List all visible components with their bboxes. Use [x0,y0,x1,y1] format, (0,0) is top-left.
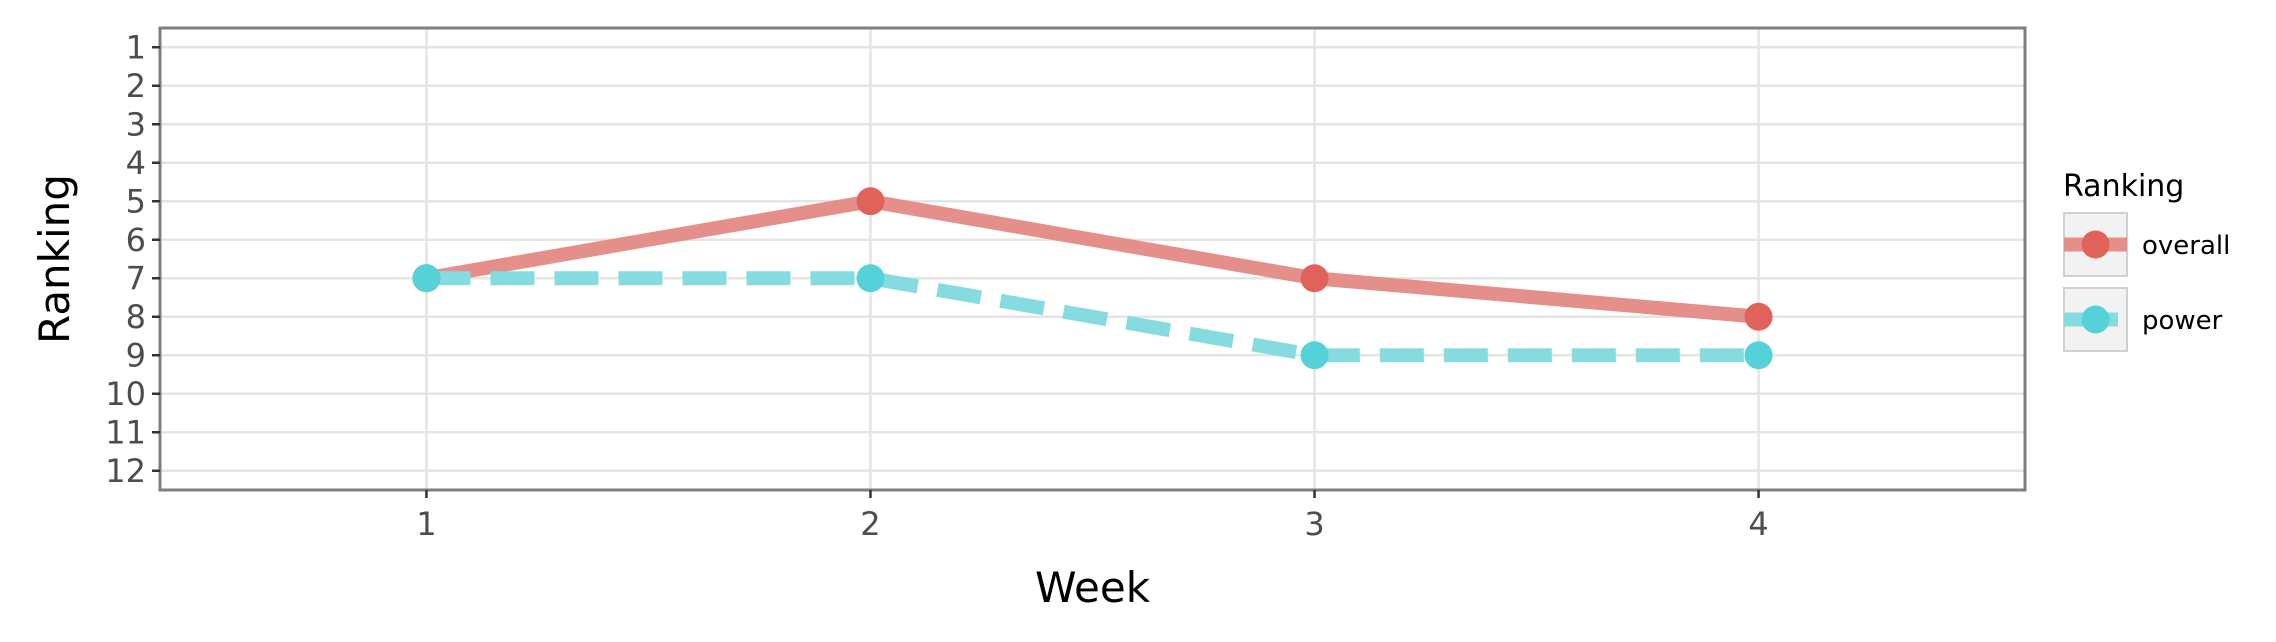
x-tick-label: 4 [1748,505,1768,543]
y-tick-label: 7 [126,259,146,297]
plot-border [158,26,2027,492]
data-point-power [856,264,885,293]
legend-items: overall power [2063,212,2230,352]
y-tick-label: 3 [126,105,146,143]
y-tick-label: 11 [105,413,146,451]
y-tick-label: 12 [105,452,146,490]
legend-title: Ranking [2063,169,2184,204]
y-tick-label: 5 [126,182,146,220]
data-point-overall [1300,264,1329,293]
y-tick-label: 6 [126,221,146,259]
data-point-power [412,264,441,293]
y-tick-label: 2 [126,67,146,105]
legend-key-point [2081,305,2110,334]
x-tick-label: 1 [416,505,436,543]
grid-lines [160,28,2025,490]
legend: Ranking overall power [2063,169,2230,352]
series-layer [412,187,1773,370]
y-tick-label: 4 [126,144,146,182]
series-line-overall [425,194,1760,324]
legend-label-power: power [2142,306,2223,336]
x-tick-label: 2 [860,505,880,543]
y-axis-title: Ranking [30,174,79,344]
y-tick-label: 8 [126,298,146,336]
x-tick-label: 3 [1304,505,1324,543]
x-axis-title: Week [1035,563,1151,612]
series-line-power [426,271,1759,363]
legend-label-overall: overall [2142,231,2230,261]
data-point-overall [1744,302,1773,331]
legend-key-point [2081,230,2110,259]
y-tick-label: 10 [105,375,146,413]
data-point-power [1300,341,1329,370]
data-point-power [1744,341,1773,370]
data-point-overall [856,187,885,216]
y-tick-label: 9 [126,336,146,374]
y-tick-label: 1 [126,28,146,66]
